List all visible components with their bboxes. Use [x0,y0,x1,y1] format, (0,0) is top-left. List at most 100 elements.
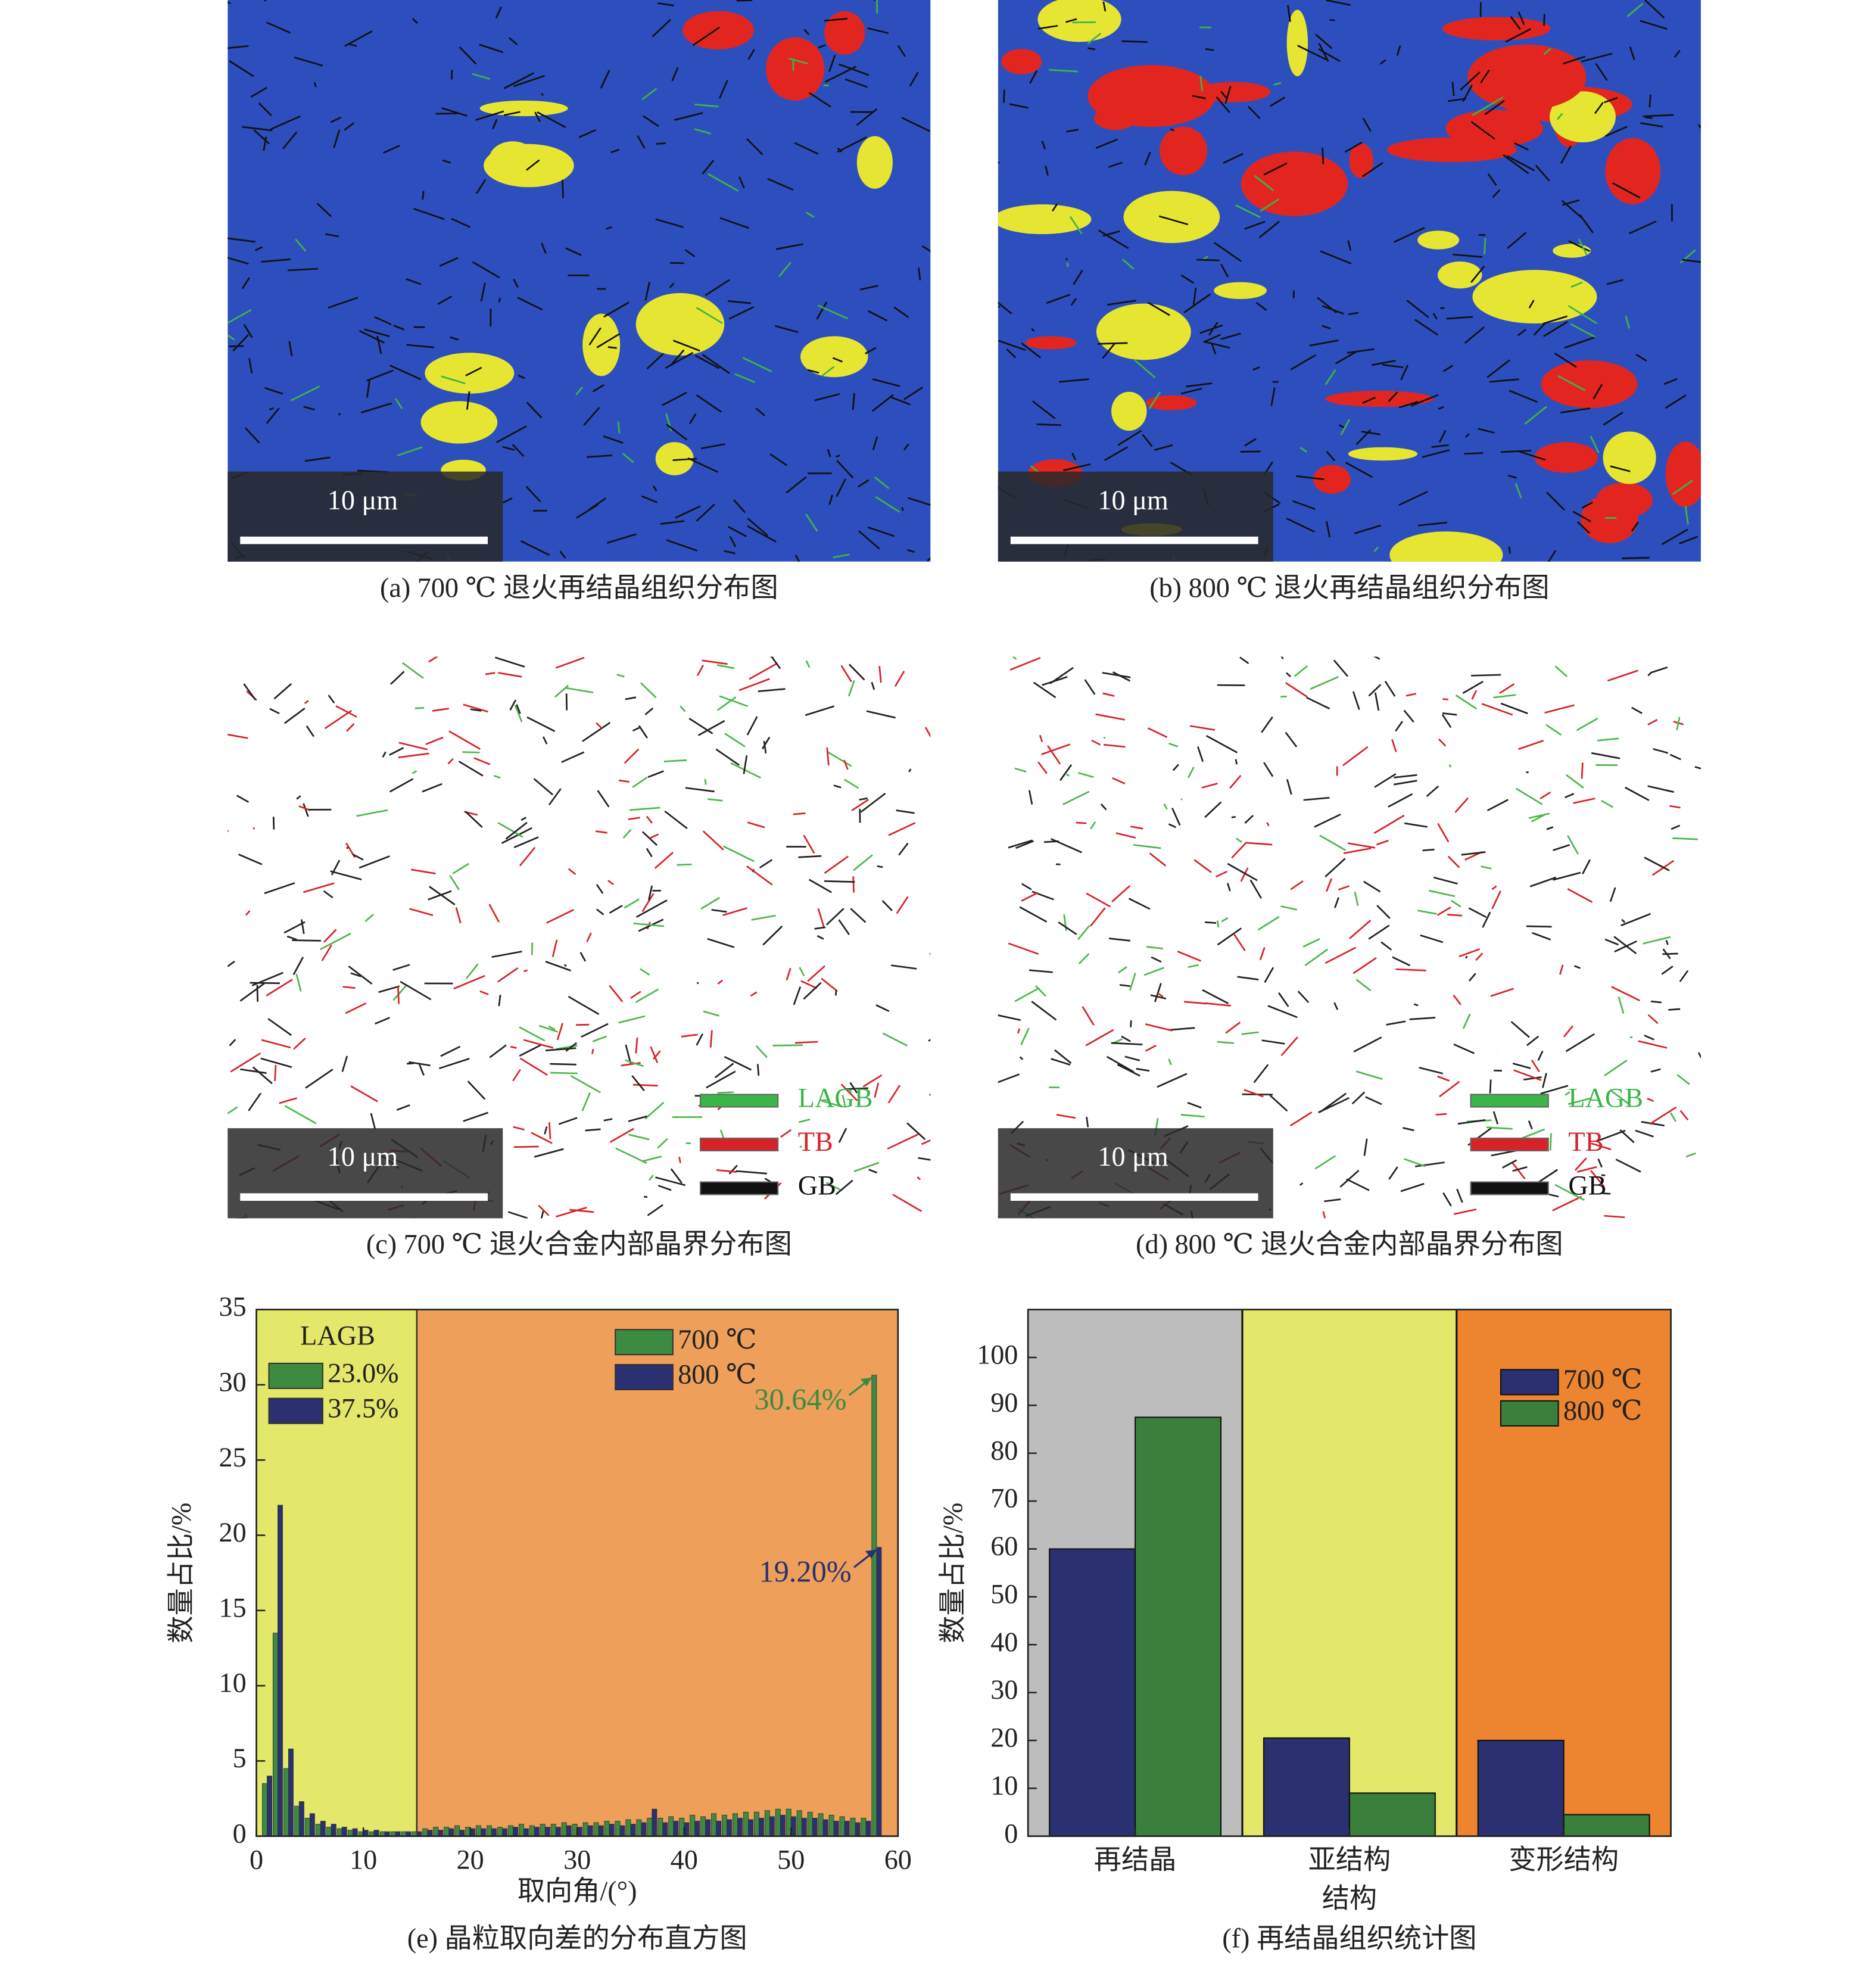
grain-boundary [563,964,567,967]
grain-boundary [1151,956,1162,963]
grain-boundary [1503,154,1529,175]
grain-boundary [763,740,767,754]
grain-boundary [344,122,354,131]
grain-boundary [1647,1014,1659,1024]
grain-boundary [707,173,739,192]
grain-boundary [595,830,607,834]
grain-boundary [1462,680,1484,695]
grain-boundary [406,344,434,348]
grain-boundary [1326,0,1351,6]
grain-boundary [609,1128,634,1143]
bar [593,1822,599,1837]
grain-boundary [1529,876,1557,887]
grain-boundary [703,1010,720,1017]
caption: (f) 再结晶组织统计图 [1222,1923,1476,1954]
bar [716,1821,722,1837]
grain-boundary [393,325,405,331]
grain-boundary [789,57,808,65]
grain-boundary [1441,714,1452,728]
bar [561,1822,567,1837]
y-tick-label: 0 [1004,1818,1018,1848]
grain-boundary [1508,546,1512,554]
grain-boundary [696,307,723,324]
grain-boundary [827,449,831,457]
grain-boundary [625,696,637,700]
grain-boundary [248,358,253,373]
y-tick-label: 30 [990,1674,1018,1705]
grain-boundary [1576,521,1590,534]
bar [433,1827,439,1837]
grain-boundary [1669,805,1681,809]
bar [288,1748,294,1837]
grain-boundary [1644,0,1665,19]
grain-boundary [1679,249,1696,264]
caption: (b) 800 ℃ 退火再结晶组织分布图 [1149,572,1549,603]
grain-boundary [1436,906,1451,916]
grain-boundary [1254,175,1274,191]
grain-boundary [793,812,806,815]
grain-boundary [526,716,556,732]
grain-boundary [1464,326,1485,344]
grain-boundary [1205,921,1217,924]
grain-boundary [903,443,909,451]
phase-region [1001,49,1042,74]
x-tick-label: 10 [350,1844,377,1874]
grain-boundary [868,1169,878,1174]
grain-boundary [502,446,515,451]
grain-boundary [274,1064,277,1081]
grain-boundary [717,1091,734,1094]
phase-region [1349,143,1374,179]
grain-boundary [581,1023,609,1038]
grain-boundary [1144,151,1151,166]
grain-boundary [1457,1119,1486,1125]
bar [283,1768,289,1837]
grain-boundary [1339,1169,1360,1188]
grain-boundary [228,830,229,833]
grain-boundary [838,1128,847,1143]
grain-boundary [412,770,417,774]
grain-boundary [702,160,715,175]
grain-boundary [694,128,712,135]
grain-boundary [1672,837,1698,840]
grain-boundary [1351,1091,1366,1105]
grain-boundary [1087,47,1096,51]
legend-swatch [699,1181,779,1195]
grain-boundary [750,991,758,997]
grain-boundary [1590,1170,1605,1188]
grain-boundary [705,279,730,297]
grain-boundary [818,44,826,49]
grain-boundary [1374,692,1380,711]
grain-boundary [1225,1022,1241,1034]
grain-boundary [1102,342,1115,359]
grain-boundary [628,1133,650,1141]
grain-boundary [1046,294,1071,304]
grain-boundary [929,1094,931,1096]
grain-boundary [1108,938,1130,942]
grain-boundary [520,540,550,556]
grain-boundary [1205,48,1214,51]
grain-boundary [555,656,585,669]
phase-region [1146,395,1197,410]
grain-boundary [1183,293,1211,314]
grain-boundary [570,1075,601,1094]
y-tick-label: 15 [219,1592,247,1623]
grain-boundary [924,727,931,738]
grain-boundary [1647,785,1674,793]
grain-boundary [1388,793,1413,808]
bar [582,1822,588,1837]
legend-label: TB [1568,1126,1603,1157]
grain-boundary [465,963,479,979]
grain-boundary [432,708,449,712]
grain-boundary [1322,325,1331,330]
bar [422,1828,428,1837]
grain-boundary [450,336,459,341]
grain-boundary [734,373,756,384]
grain-boundary [1355,979,1372,992]
grain-boundary [467,1080,486,1100]
grain-boundary [435,112,457,115]
phase-region [420,401,498,444]
grain-boundary [364,914,375,922]
bar [326,1827,332,1837]
grain-boundary [684,249,696,257]
grain-boundary [1199,324,1223,334]
